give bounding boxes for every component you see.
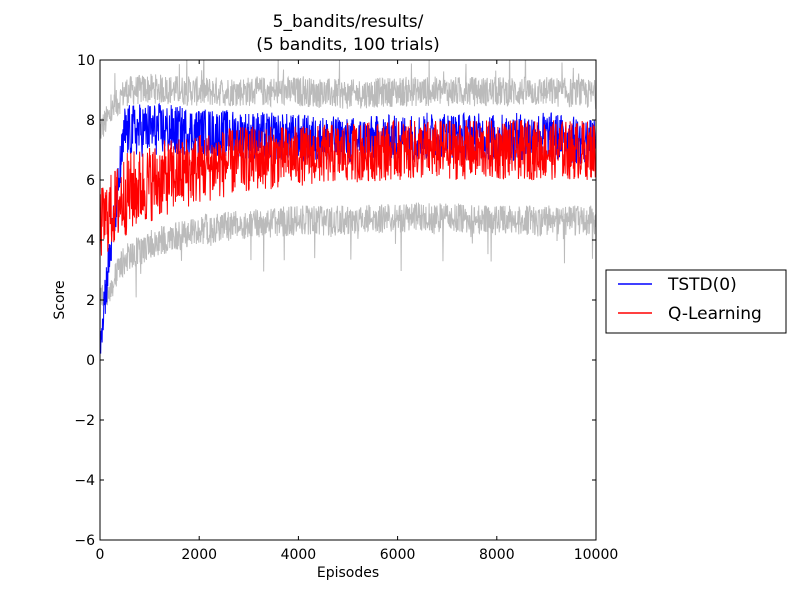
x-axis: 0 2000 4000 6000 8000 10000 <box>96 60 619 563</box>
y-tick-label: −4 <box>74 473 95 489</box>
legend-box <box>605 269 787 334</box>
x-tick-label: 0 <box>96 547 105 563</box>
legend-label-q-learning: Q-Learning <box>668 304 762 324</box>
x-tick-label: 6000 <box>380 547 416 563</box>
data-layer <box>100 60 596 354</box>
trial-envelope-upper <box>100 60 596 139</box>
y-tick-label: −2 <box>74 413 95 429</box>
y-tick-label: 4 <box>86 233 95 249</box>
legend-label-tstd: TSTD(0) <box>667 275 737 295</box>
chart-title-line-2: (5 bandits, 100 trials) <box>256 35 440 55</box>
y-tick-label: −6 <box>74 533 95 549</box>
legend: TSTD(0) Q-Learning <box>605 269 787 334</box>
y-tick-label: 2 <box>86 293 95 309</box>
plot-area: 0 2000 4000 6000 8000 10000 −6 −4 −2 0 2 4 6 8 10 <box>74 53 619 563</box>
trial-envelope-lower <box>100 202 596 347</box>
x-tick-label: 10000 <box>574 547 619 563</box>
x-tick-label: 4000 <box>281 547 317 563</box>
series-line-q-learning <box>100 119 596 256</box>
y-tick-label: 6 <box>86 173 95 189</box>
x-axis-label: Episodes <box>317 565 379 581</box>
y-axis-label: Score <box>52 280 68 319</box>
y-tick-label: 0 <box>86 353 95 369</box>
x-tick-label: 2000 <box>181 547 217 563</box>
chart-title-line-1: 5_bandits/results/ <box>273 12 424 32</box>
y-axis: −6 −4 −2 0 2 4 6 8 10 <box>74 53 596 549</box>
y-tick-label: 10 <box>77 53 95 69</box>
x-tick-label: 8000 <box>479 547 515 563</box>
y-tick-label: 8 <box>86 113 95 129</box>
